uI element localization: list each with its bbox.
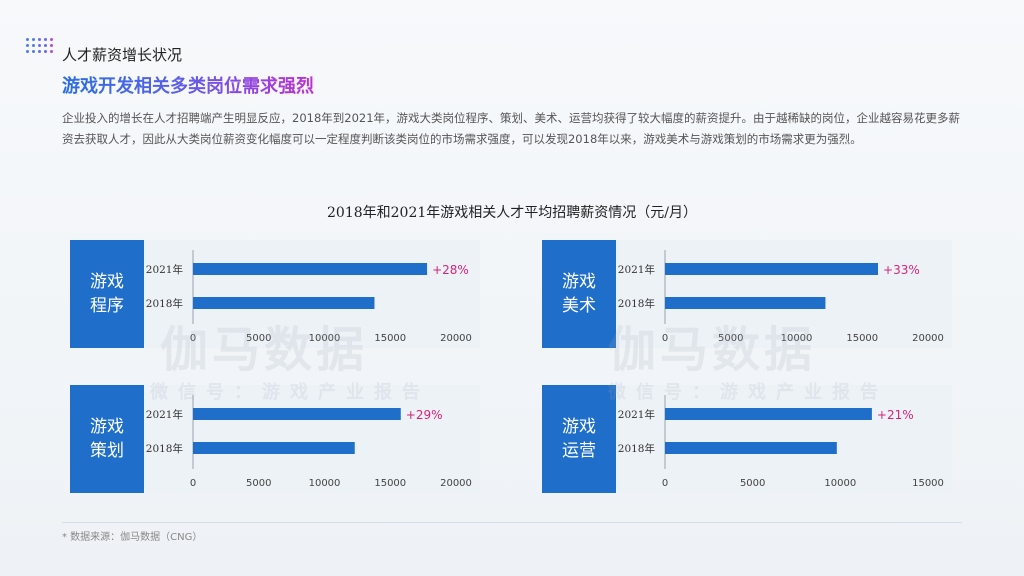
bar-2018年: [193, 442, 355, 454]
footer-divider: [62, 522, 962, 523]
category-label: 2021年: [618, 263, 655, 276]
section-eyebrow: 人才薪资增长状况: [62, 46, 183, 64]
page-headline: 游戏开发相关多类岗位需求强烈: [62, 72, 314, 98]
x-tick-label: 5000: [246, 333, 271, 344]
x-tick-label: 5000: [740, 478, 765, 489]
bar-chart-programming: 2021年 2018年 +28% 0 5000 10000 15000 20000: [146, 250, 472, 344]
growth-label: +33%: [883, 263, 920, 277]
x-tick-label: 20000: [912, 333, 944, 344]
category-label: 2021年: [146, 263, 183, 276]
category-label: 2018年: [146, 297, 183, 310]
category-label: 2018年: [618, 297, 655, 310]
x-tick-label: 0: [662, 478, 668, 489]
bar-2021年: [193, 408, 401, 420]
bar-2021年: [193, 263, 428, 275]
category-label: 2018年: [618, 442, 655, 455]
growth-label: +21%: [877, 408, 914, 422]
panel-tag-art: 游戏 美术: [542, 240, 616, 348]
x-tick-label: 15000: [374, 333, 406, 344]
bar-2021年: [665, 408, 872, 420]
bar-chart-art: 2021年 2018年 +33% 0 5000 10000 15000 20000: [618, 250, 944, 344]
bar-2018年: [193, 297, 375, 309]
x-tick-label: 5000: [718, 333, 743, 344]
bar-2018年: [665, 442, 837, 454]
x-tick-label: 10000: [309, 333, 341, 344]
x-tick-label: 15000: [374, 478, 406, 489]
x-tick-label: 10000: [309, 478, 341, 489]
growth-label: +29%: [406, 408, 443, 422]
bar-2021年: [665, 263, 879, 275]
growth-label: +28%: [432, 263, 469, 277]
decorative-dots-icon: [26, 38, 56, 58]
panel-tag-design: 游戏 策划: [70, 385, 144, 493]
x-tick-label: 0: [190, 333, 196, 344]
x-tick-label: 15000: [912, 478, 944, 489]
x-tick-label: 20000: [440, 333, 472, 344]
panel-tag-operations: 游戏 运营: [542, 385, 616, 493]
category-label: 2018年: [146, 442, 183, 455]
x-tick-label: 15000: [846, 333, 878, 344]
intro-paragraph: 企业投入的增长在人才招聘端产生明显反应，2018年到2021年，游戏大类岗位程序…: [62, 111, 961, 146]
data-source-note: * 数据来源：伽马数据（CNG）: [62, 532, 203, 543]
x-tick-label: 10000: [824, 478, 856, 489]
x-tick-label: 5000: [246, 478, 271, 489]
x-tick-label: 10000: [781, 333, 813, 344]
chart-title: 2018年和2021年游戏相关人才平均招聘薪资情况（元/月）: [327, 205, 697, 221]
category-label: 2021年: [618, 408, 655, 421]
x-tick-label: 20000: [440, 478, 472, 489]
bar-2018年: [665, 297, 826, 309]
x-tick-label: 0: [662, 333, 668, 344]
category-label: 2021年: [146, 408, 183, 421]
x-tick-label: 0: [190, 478, 196, 489]
bar-chart-operations: 2021年 2018年 +21% 0 5000 10000 15000: [618, 395, 944, 489]
bar-chart-design: 2021年 2018年 +29% 0 5000 10000 15000 20000: [146, 395, 472, 489]
panel-tag-programming: 游戏 程序: [70, 240, 144, 348]
